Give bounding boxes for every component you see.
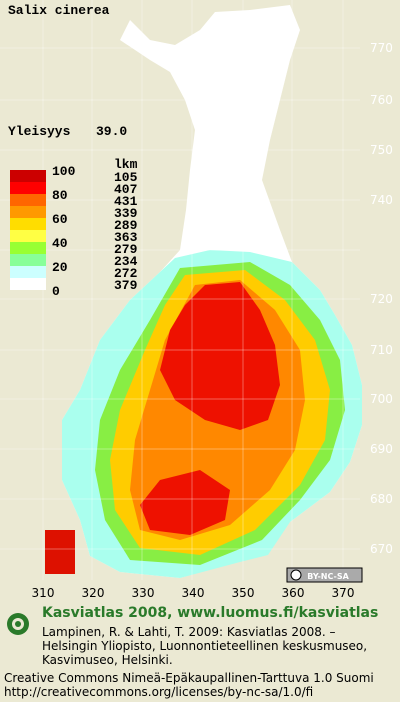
citation-line: Lampinen, R. & Lahti, T. 2009: Kasviatla…	[42, 625, 336, 639]
legend-scale-label: 100	[52, 164, 76, 179]
legend-swatch	[10, 230, 46, 242]
zone-top	[160, 282, 280, 430]
legend-count: 339	[114, 206, 138, 221]
legend-count: 431	[114, 194, 138, 209]
citation-line: Helsingin Yliopisto, Luonnontieteellinen…	[42, 639, 367, 653]
legend-count: 407	[114, 182, 137, 197]
legend-count: 279	[114, 242, 138, 257]
legend-scale-label: 0	[52, 284, 60, 299]
legend-swatch	[10, 206, 46, 218]
legend-count-header: lkm	[114, 157, 138, 172]
legend-count: 234	[114, 254, 138, 269]
northing-label: 710	[370, 343, 393, 357]
license-badge-text: BY-NC-SA	[307, 572, 349, 581]
easting-label: 360	[282, 586, 305, 600]
legend-count: 363	[114, 230, 138, 245]
frequency-label: Yleisyys	[8, 124, 71, 139]
legend-count: 272	[114, 266, 138, 281]
northing-label: 670	[370, 542, 393, 556]
northing-label: 770	[370, 41, 393, 55]
footer-title: Kasviatlas 2008, www.luomus.fi/kasviatla…	[42, 605, 378, 621]
easting-label: 350	[232, 586, 255, 600]
logo	[7, 613, 29, 635]
legend-count: 289	[114, 218, 138, 233]
map-area	[0, 0, 362, 580]
northing-label: 680	[370, 492, 393, 506]
legend-scale-label: 80	[52, 188, 68, 203]
legend-scale-label: 40	[52, 236, 68, 251]
license-line: http://creativecommons.org/licenses/by-n…	[4, 685, 313, 699]
grid-lines	[0, 0, 360, 580]
easting-label: 310	[32, 586, 55, 600]
license-line: Creative Commons Nimeä-Epäkaupallinen-Ta…	[4, 671, 374, 685]
easting-label: 330	[132, 586, 155, 600]
legend-swatch	[10, 170, 46, 182]
legend-swatch	[10, 278, 46, 290]
license-badge: BY-NC-SA	[286, 567, 363, 583]
species-title: Salix cinerea	[8, 3, 110, 18]
legend-count: 105	[114, 170, 138, 185]
frequency-value: 39.0	[96, 124, 127, 139]
legend-swatch	[10, 254, 46, 266]
northing-label: 720	[370, 292, 393, 306]
northing-label: 700	[370, 392, 393, 406]
legend-swatch	[10, 194, 46, 206]
northing-label: 690	[370, 442, 393, 456]
grid-labels: 770 760 750 740 720 710 700 690 680 670 310 320 330 3…	[32, 41, 393, 600]
easting-label: 370	[332, 586, 355, 600]
northing-label: 740	[370, 193, 393, 207]
citation-line: Kasvimuseo, Helsinki.	[42, 653, 173, 667]
legend-scale-label: 60	[52, 212, 68, 227]
legend-swatch	[10, 182, 46, 194]
legend-swatch	[10, 218, 46, 230]
legend-count: 379	[114, 278, 138, 293]
legend-scale-label: 20	[52, 260, 68, 275]
aland-cells	[45, 530, 75, 574]
legend-swatch	[10, 266, 46, 278]
easting-label: 340	[182, 586, 205, 600]
zone-top-south	[140, 470, 230, 535]
northing-label: 750	[370, 143, 393, 157]
easting-label: 320	[82, 586, 105, 600]
northing-label: 760	[370, 93, 393, 107]
legend-swatch	[10, 242, 46, 254]
